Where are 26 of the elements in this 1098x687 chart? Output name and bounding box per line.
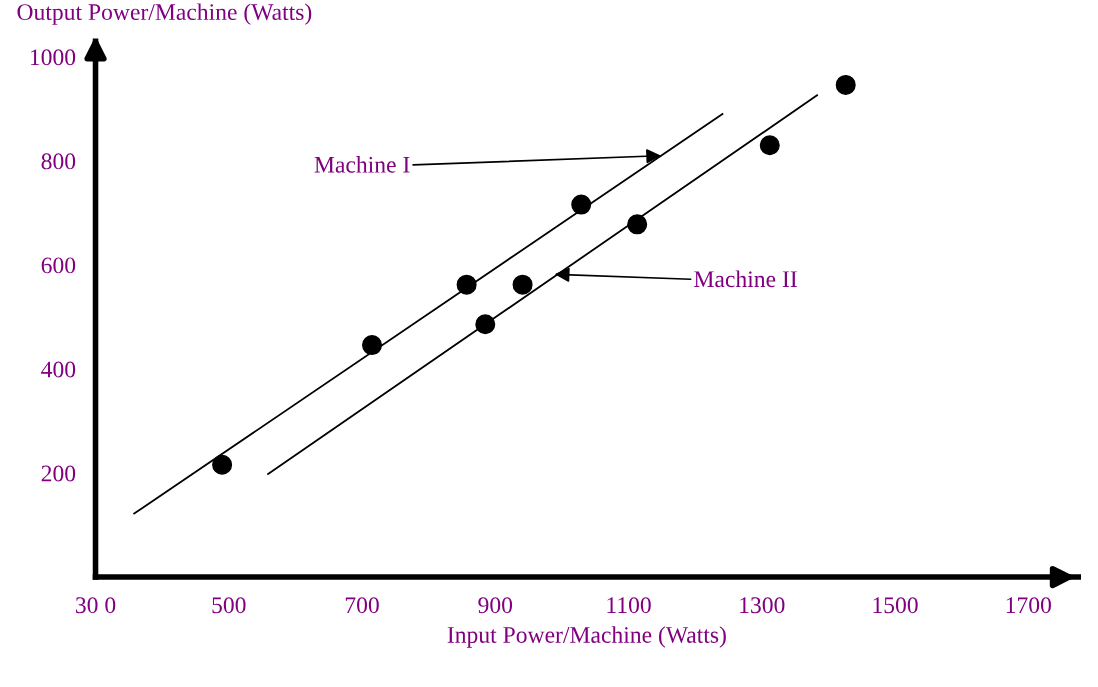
y-axis-title: Output Power/Machine (Watts) (17, 3, 312, 25)
x-tick-label: 500 (212, 597, 246, 614)
x-tick-label: 30 0 (76, 597, 116, 614)
annotation: Machine I (314, 156, 410, 173)
y-tick-label: 400 (41, 361, 76, 378)
point (456, 274, 477, 295)
x-tick-label: 900 (478, 597, 513, 614)
x-axis-title: Input Power/Machine (Watts) (447, 626, 726, 648)
point (571, 194, 592, 215)
point (212, 454, 233, 475)
y-tick-label: 600 (41, 257, 76, 274)
point (835, 74, 856, 95)
y-tick-label: 800 (41, 153, 76, 170)
x-tick-label: 700 (345, 597, 379, 614)
y-tick-label: 200 (41, 465, 76, 482)
x-tick-label: 1100 (607, 597, 651, 614)
point (627, 214, 648, 235)
point (759, 135, 780, 156)
y-tick-label: 1000 (30, 49, 76, 66)
point (362, 335, 383, 356)
annotation: Machine II (694, 270, 797, 288)
x-tick-label: 1300 (740, 597, 785, 614)
point (512, 274, 533, 295)
point (475, 314, 496, 335)
x-tick-label: 1500 (873, 597, 918, 614)
x-tick-label: 1700 (1006, 597, 1051, 614)
